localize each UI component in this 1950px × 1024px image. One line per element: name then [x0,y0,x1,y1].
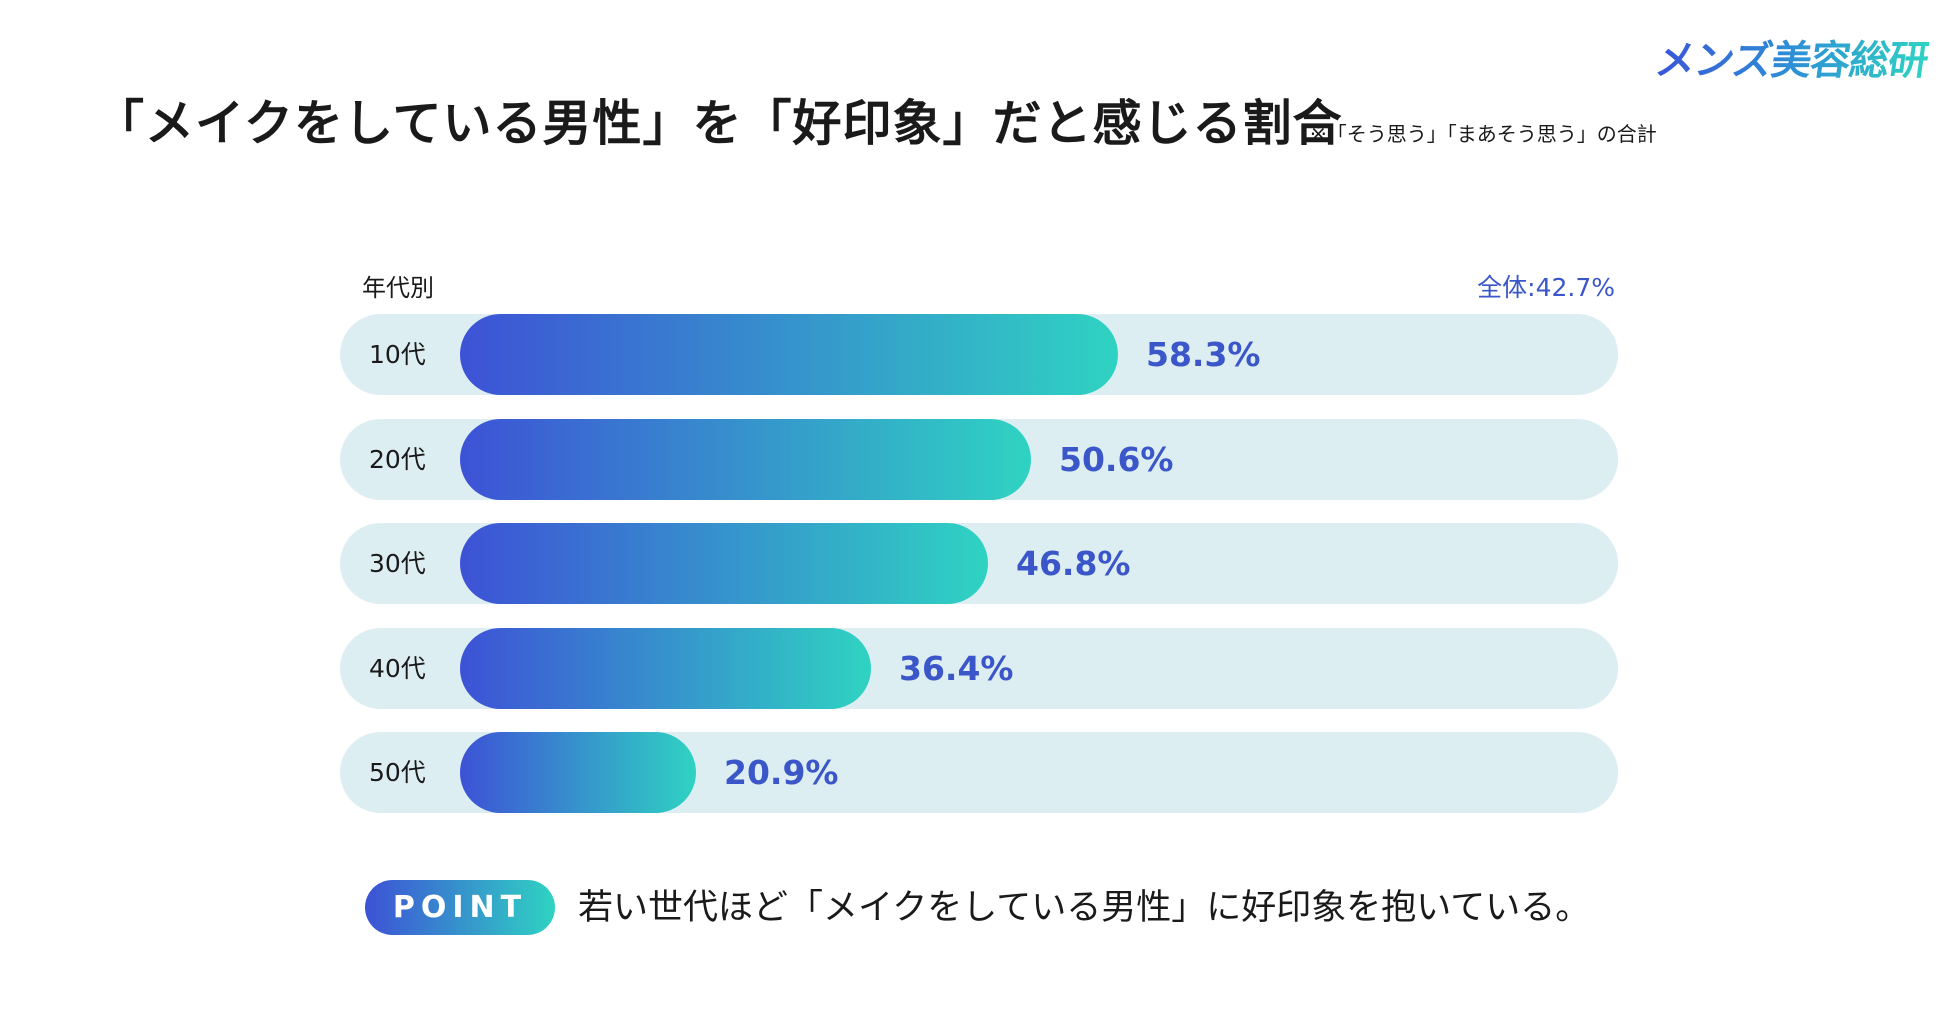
title-note: ※「そう思う」「まあそう思う」の合計 [1310,122,1657,146]
category-label: 50代 [369,758,426,787]
chart-title: 「メイクをしている男性」を「好印象」だと感じる割合 [95,95,1343,152]
value-label: 36.4% [899,649,1014,688]
point-text: 若い世代ほど「メイクをしている男性」に好印象を抱いている。 [578,888,1591,928]
value-label: 58.3% [1146,335,1261,374]
category-label: 30代 [369,549,426,578]
bar-4 [460,732,696,813]
point-badge: POINT [365,880,555,935]
bar-3 [460,628,871,709]
value-label: 50.6% [1059,440,1174,479]
overall-label: 全体:42.7% [1477,273,1615,302]
bar-2 [460,523,988,604]
category-label: 10代 [369,340,426,369]
value-label: 20.9% [724,753,839,792]
bar-1 [460,419,1031,500]
value-label: 46.8% [1016,544,1131,583]
category-label: 40代 [369,654,426,683]
group-label: 年代別 [362,274,434,302]
bar-0 [460,314,1118,395]
category-label: 20代 [369,445,426,474]
